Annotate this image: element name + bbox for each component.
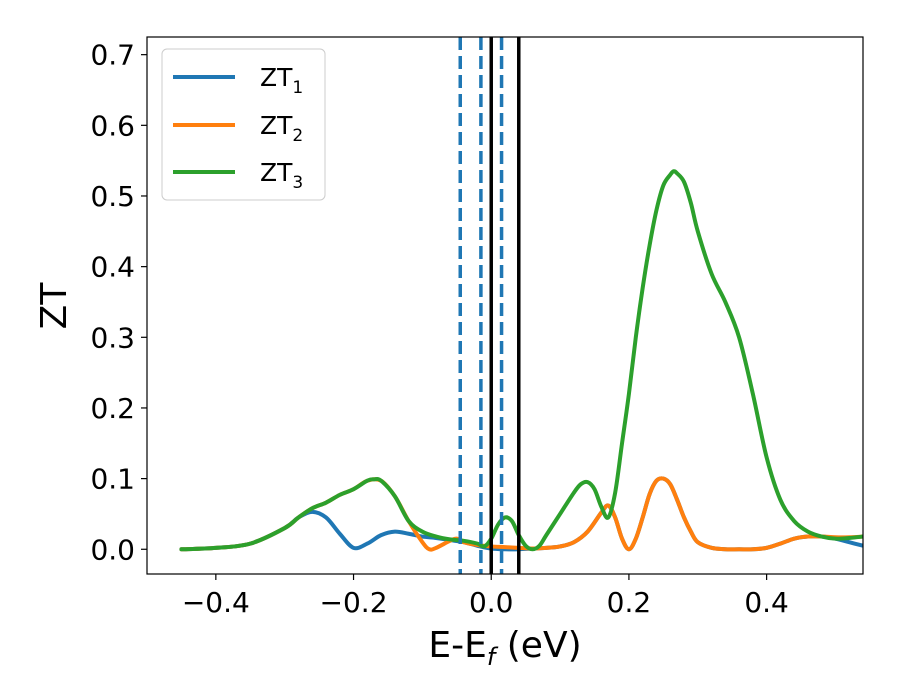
y-tick-label: 0.4 — [90, 251, 135, 284]
y-tick-label: 0.7 — [90, 39, 135, 72]
legend-label-zt3: ZT3 — [260, 158, 303, 193]
y-tick-label: 0.1 — [90, 463, 135, 496]
x-tick-label: 0.4 — [744, 586, 789, 619]
x-axis-label-unit: (eV) — [507, 625, 582, 666]
y-tick-label: 0.3 — [90, 321, 135, 354]
plot-frame — [146, 36, 864, 575]
vertical-lines — [458, 37, 521, 574]
legend-entry-zt1: ZT1 — [173, 63, 303, 98]
legend-label-zt2: ZT2 — [260, 111, 303, 146]
series-layer — [179, 169, 863, 552]
x-axis-label-main: E-E — [428, 625, 486, 666]
y-tick-label: 0.5 — [90, 180, 135, 213]
x-tick-label: 0.2 — [607, 586, 652, 619]
y-tick-label: 0.6 — [90, 109, 135, 142]
legend-entry-zt3: ZT3 — [173, 158, 303, 193]
legend-entry-zt2: ZT2 — [173, 111, 303, 146]
series-line-zt3 — [179, 169, 863, 552]
legend-label-zt1: ZT1 — [260, 63, 303, 98]
legend-box — [161, 48, 326, 201]
x-axis-ticks: −0.4 −0.2 0.0 0.2 0.4 — [182, 574, 789, 619]
x-axis-label: E-Ef (eV) — [428, 625, 581, 671]
y-tick-label: 0.2 — [90, 392, 135, 425]
x-tick-label: −0.4 — [182, 586, 250, 619]
legend: ZT1 ZT2 ZT3 — [161, 48, 326, 201]
y-axis-label: ZT — [34, 282, 75, 330]
y-axis-ticks: 0.0 0.1 0.2 0.3 0.4 0.5 0.6 0.7 — [90, 39, 147, 566]
y-tick-label: 0.0 — [90, 533, 135, 566]
x-tick-label: −0.2 — [320, 586, 388, 619]
x-tick-label: 0.0 — [469, 586, 514, 619]
